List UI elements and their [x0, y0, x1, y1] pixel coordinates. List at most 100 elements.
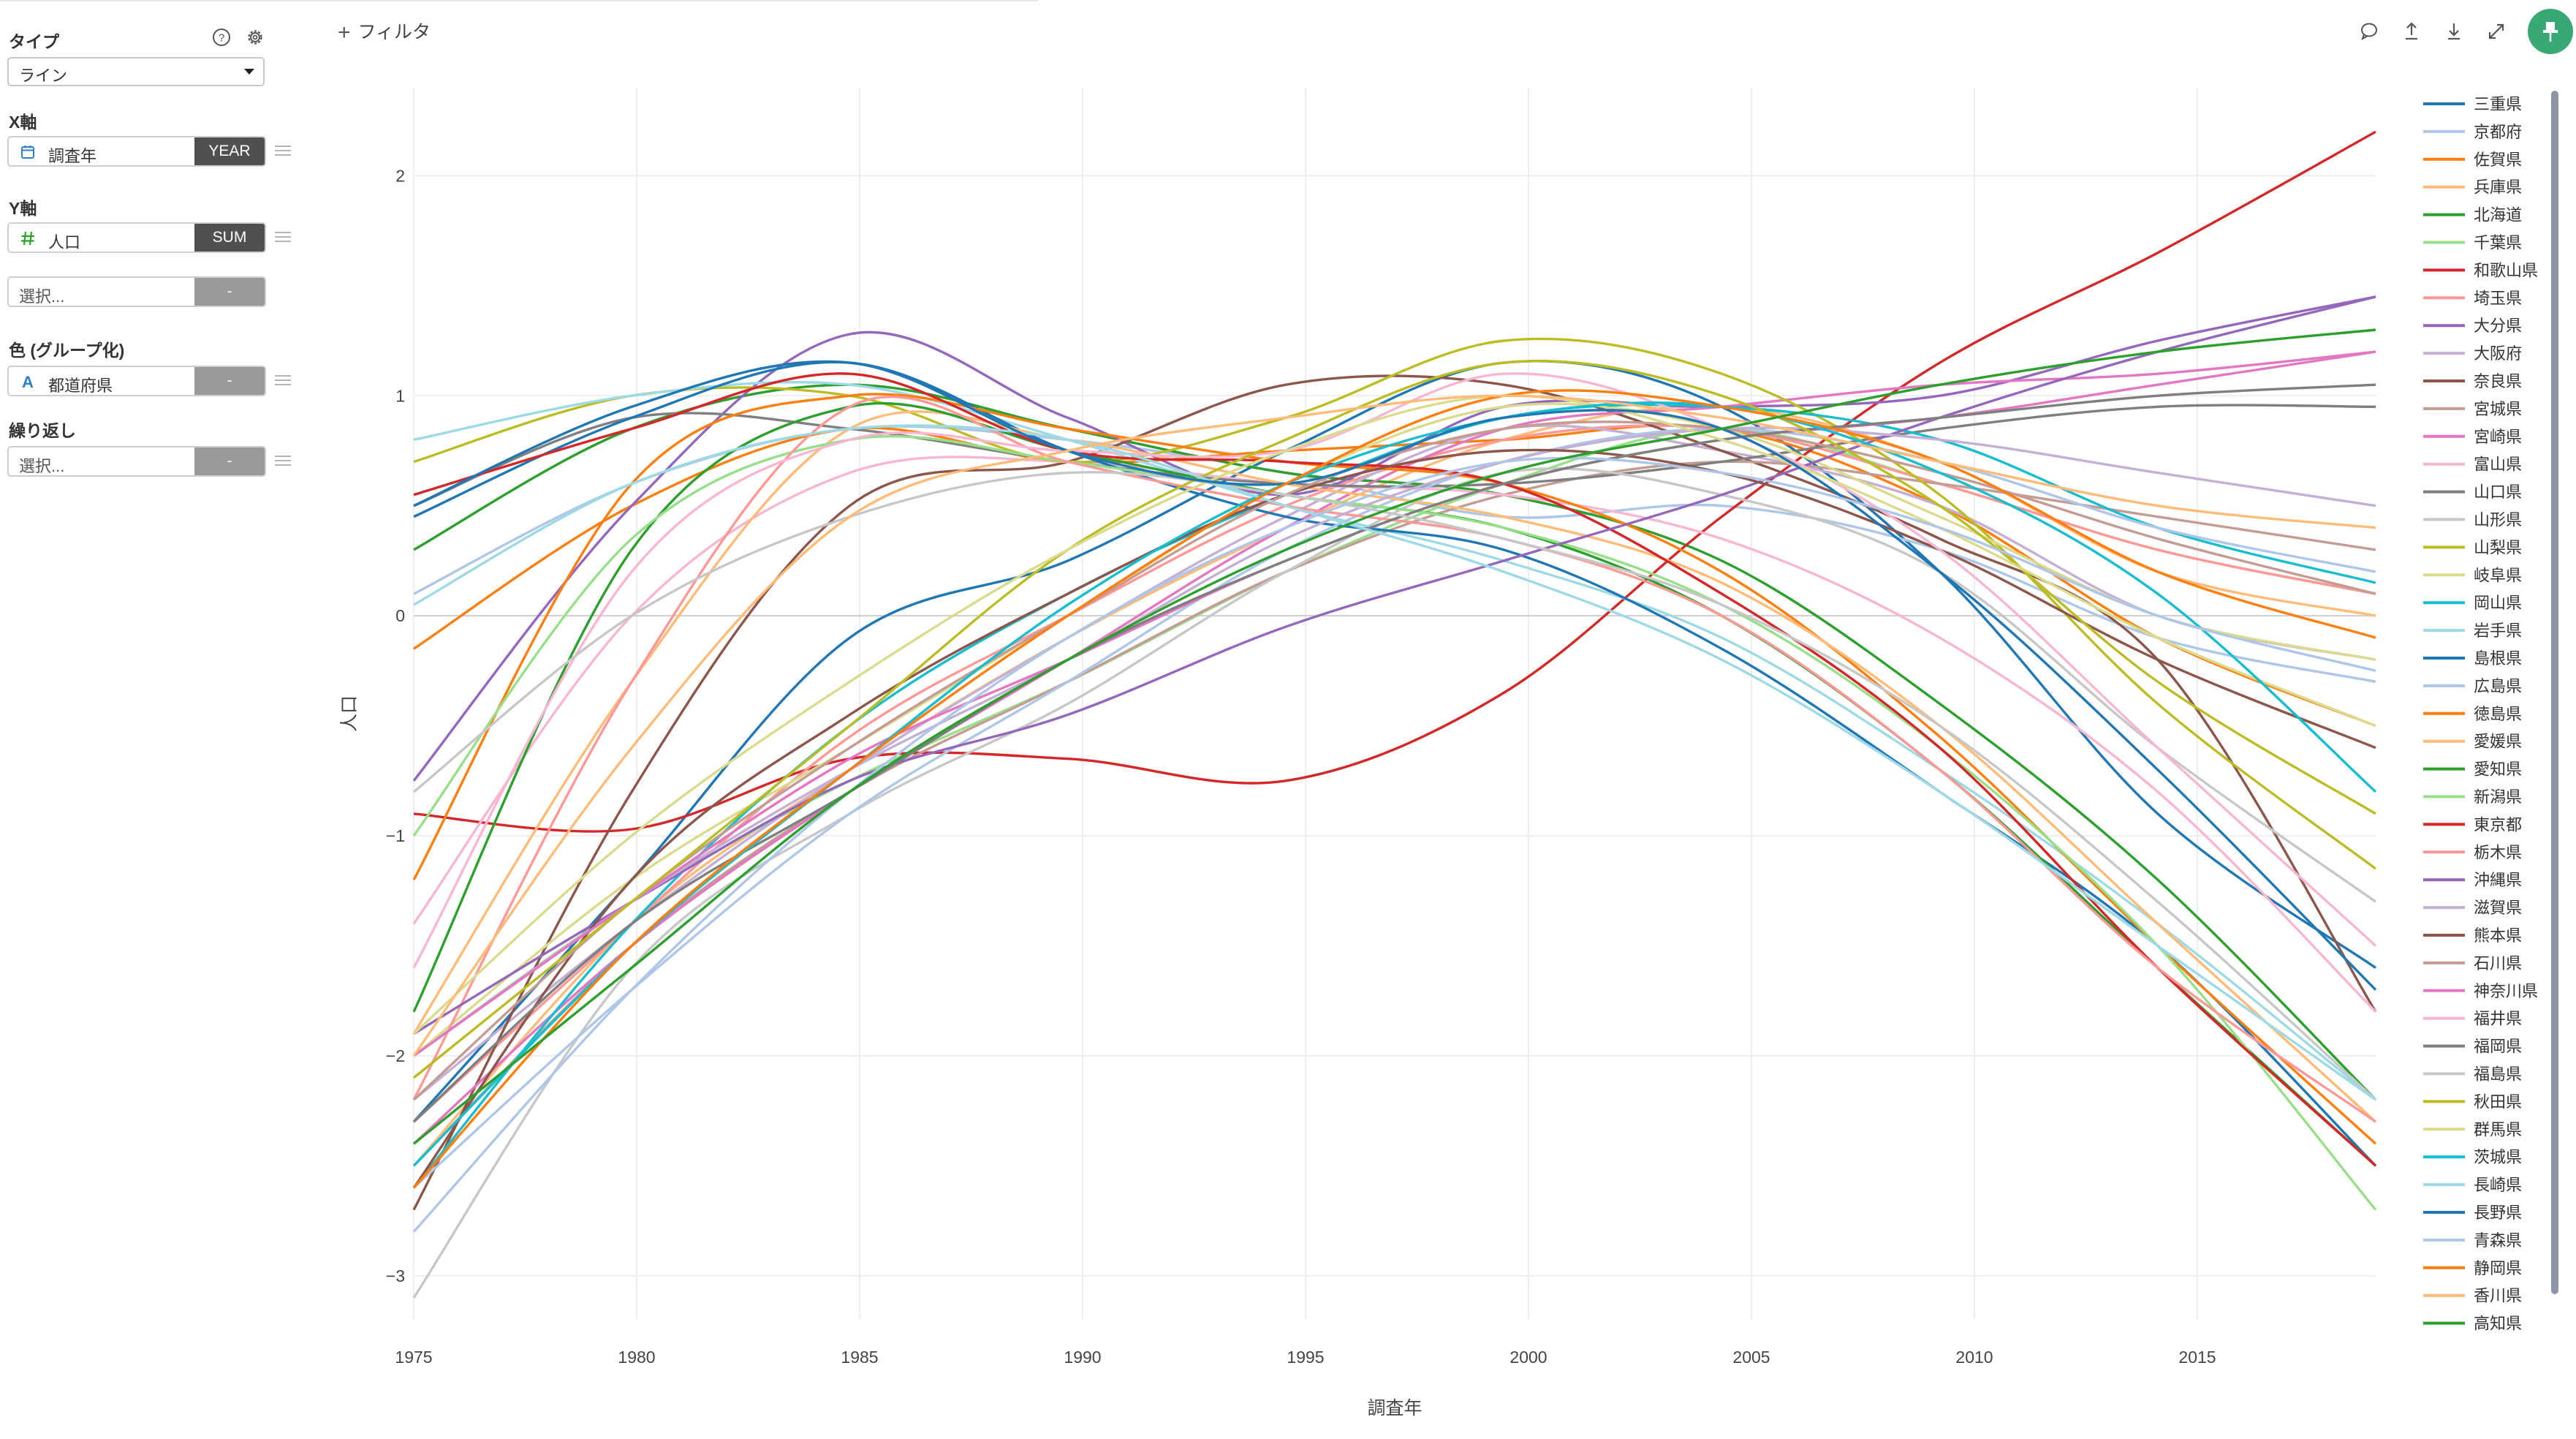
legend-item[interactable]: 大阪府 [2423, 344, 2522, 363]
series-line-広島県[interactable] [412, 427, 2376, 1189]
legend-item[interactable]: 長野県 [2423, 1204, 2522, 1222]
series-line-岡山県[interactable] [412, 403, 2376, 1189]
series-line-福岡県[interactable] [412, 383, 2376, 1123]
series-line-群馬県[interactable] [412, 394, 2376, 1035]
legend-item[interactable]: 岡山県 [2423, 594, 2522, 612]
series-line-長野県[interactable] [413, 360, 2377, 991]
x-axis-field[interactable]: 調査年 YEAR [7, 136, 266, 167]
series-line-岐阜県[interactable] [412, 402, 2376, 1057]
color-group-drag-handle[interactable] [275, 373, 291, 386]
legend-item[interactable]: 福井県 [2423, 1010, 2522, 1028]
legend-item[interactable]: 佐賀県 [2423, 151, 2522, 169]
series-line-福井県[interactable] [412, 372, 2377, 969]
series-line-秋田県[interactable] [412, 360, 2376, 1079]
y-axis-drag-handle[interactable] [275, 230, 291, 243]
series-line-青森県[interactable] [412, 456, 2376, 1233]
legend-item[interactable]: 島根県 [2423, 649, 2522, 668]
y-axis-field[interactable]: 人口 SUM [7, 222, 266, 253]
series-line-愛知県[interactable] [412, 401, 2377, 1167]
pin-button[interactable] [2528, 9, 2573, 54]
y-axis-aggregation[interactable]: SUM [194, 224, 265, 252]
series-line-香川県[interactable] [412, 394, 2376, 1057]
legend-item[interactable]: 福岡県 [2423, 1038, 2522, 1056]
y-axis-extra-field[interactable]: 選択... - [7, 276, 266, 307]
legend-item[interactable]: 岐阜県 [2423, 566, 2522, 584]
legend-item[interactable]: 熊本県 [2423, 926, 2522, 945]
series-line-宮崎県[interactable] [412, 350, 2376, 1145]
series-line-東京都[interactable] [413, 372, 2377, 1167]
series-line-大分県[interactable] [412, 295, 2376, 782]
legend-item[interactable]: 沖縄県 [2423, 871, 2522, 889]
color-group-aggregation[interactable]: - [194, 367, 265, 395]
legend-item[interactable]: 兵庫県 [2423, 178, 2522, 197]
legend-item[interactable]: 広島県 [2423, 677, 2522, 695]
legend-item[interactable]: 茨城県 [2423, 1148, 2522, 1166]
comment-icon[interactable] [2357, 19, 2382, 44]
series-line-沖縄県[interactable] [413, 295, 2376, 1035]
repeat-field[interactable]: 選択... - [7, 446, 266, 477]
gear-icon[interactable] [244, 26, 266, 48]
series-line-三重県[interactable] [412, 360, 2376, 1123]
legend-item[interactable]: 千葉県 [2423, 234, 2522, 252]
legend-item[interactable]: 静岡県 [2423, 1259, 2522, 1277]
chart-legend[interactable]: 三重県京都府佐賀県兵庫県北海道千葉県和歌山県埼玉県大分県大阪府奈良県宮城県宮崎県… [2423, 95, 2538, 1333]
legend-item[interactable]: 神奈川県 [2423, 982, 2538, 1000]
legend-item[interactable]: 東京都 [2423, 815, 2522, 834]
legend-item[interactable]: 岩手県 [2423, 622, 2522, 640]
legend-item[interactable]: 石川県 [2423, 954, 2522, 972]
repeat-drag-handle[interactable] [275, 453, 291, 467]
series-line-岩手県[interactable] [413, 380, 2377, 1101]
legend-scrollbar[interactable] [2551, 91, 2558, 1294]
legend-item[interactable]: 山形県 [2423, 511, 2522, 529]
legend-item[interactable]: 愛媛県 [2423, 733, 2522, 751]
series-line-富山県[interactable] [412, 456, 2377, 1013]
legend-item[interactable]: 香川県 [2423, 1287, 2522, 1305]
repeat-aggregation[interactable]: - [194, 447, 265, 475]
legend-item[interactable]: 山梨県 [2423, 538, 2522, 556]
series-line-滋賀県[interactable] [413, 426, 2376, 1057]
legend-item[interactable]: 栃木県 [2423, 843, 2522, 861]
expand-icon[interactable] [2484, 19, 2509, 44]
series-line-大阪府[interactable] [412, 424, 2376, 1101]
legend-item[interactable]: 北海道 [2423, 206, 2522, 224]
series-line-福島県[interactable] [412, 471, 2377, 1101]
series-line-千葉県[interactable] [413, 427, 2376, 1057]
legend-item[interactable]: 福島県 [2423, 1065, 2522, 1084]
series-line-宮城県[interactable] [412, 460, 2376, 1167]
series-line-熊本県[interactable] [412, 448, 2376, 1189]
y-axis-extra-aggregation[interactable]: - [194, 278, 265, 306]
legend-item[interactable]: 新潟県 [2423, 788, 2522, 807]
legend-item[interactable]: 群馬県 [2423, 1120, 2522, 1138]
series-line-山口県[interactable] [413, 404, 2376, 507]
legend-item[interactable]: 三重県 [2423, 95, 2522, 113]
legend-item[interactable]: 宮城県 [2423, 400, 2522, 418]
legend-item[interactable]: 富山県 [2423, 456, 2522, 474]
series-line-長崎県[interactable] [413, 424, 2376, 1101]
legend-item[interactable]: 京都府 [2423, 123, 2522, 141]
series-line-高知県[interactable] [412, 328, 2376, 1145]
legend-item[interactable]: 山口県 [2423, 483, 2522, 502]
upload-icon[interactable] [2399, 19, 2424, 44]
download-icon[interactable] [2441, 19, 2466, 44]
legend-item[interactable]: 高知県 [2423, 1315, 2522, 1333]
legend-item[interactable]: 奈良県 [2423, 372, 2522, 390]
x-axis-aggregation[interactable]: YEAR [194, 137, 265, 165]
series-line-静岡県[interactable] [412, 389, 2376, 1189]
legend-item[interactable]: 愛知県 [2423, 760, 2522, 779]
series-line-新潟県[interactable] [412, 434, 2377, 1211]
color-group-field[interactable]: A 都道府県 - [7, 366, 266, 396]
legend-item[interactable]: 秋田県 [2423, 1092, 2522, 1111]
legend-item[interactable]: 滋賀県 [2423, 899, 2522, 917]
chart-type-select[interactable]: ライン [7, 57, 265, 86]
legend-item[interactable]: 徳島県 [2423, 705, 2522, 723]
legend-item[interactable]: 青森県 [2423, 1231, 2522, 1250]
series-line-茨城県[interactable] [412, 401, 2377, 1167]
add-filter-button[interactable]: + フィルタ [338, 18, 431, 45]
legend-item[interactable]: 宮崎県 [2423, 428, 2522, 446]
legend-item[interactable]: 長崎県 [2423, 1176, 2522, 1194]
legend-item[interactable]: 埼玉県 [2423, 289, 2522, 307]
legend-item[interactable]: 大分県 [2423, 317, 2522, 335]
series-line-和歌山県[interactable] [413, 130, 2376, 833]
x-axis-drag-handle[interactable] [275, 143, 291, 156]
help-icon[interactable]: ? [211, 26, 232, 48]
